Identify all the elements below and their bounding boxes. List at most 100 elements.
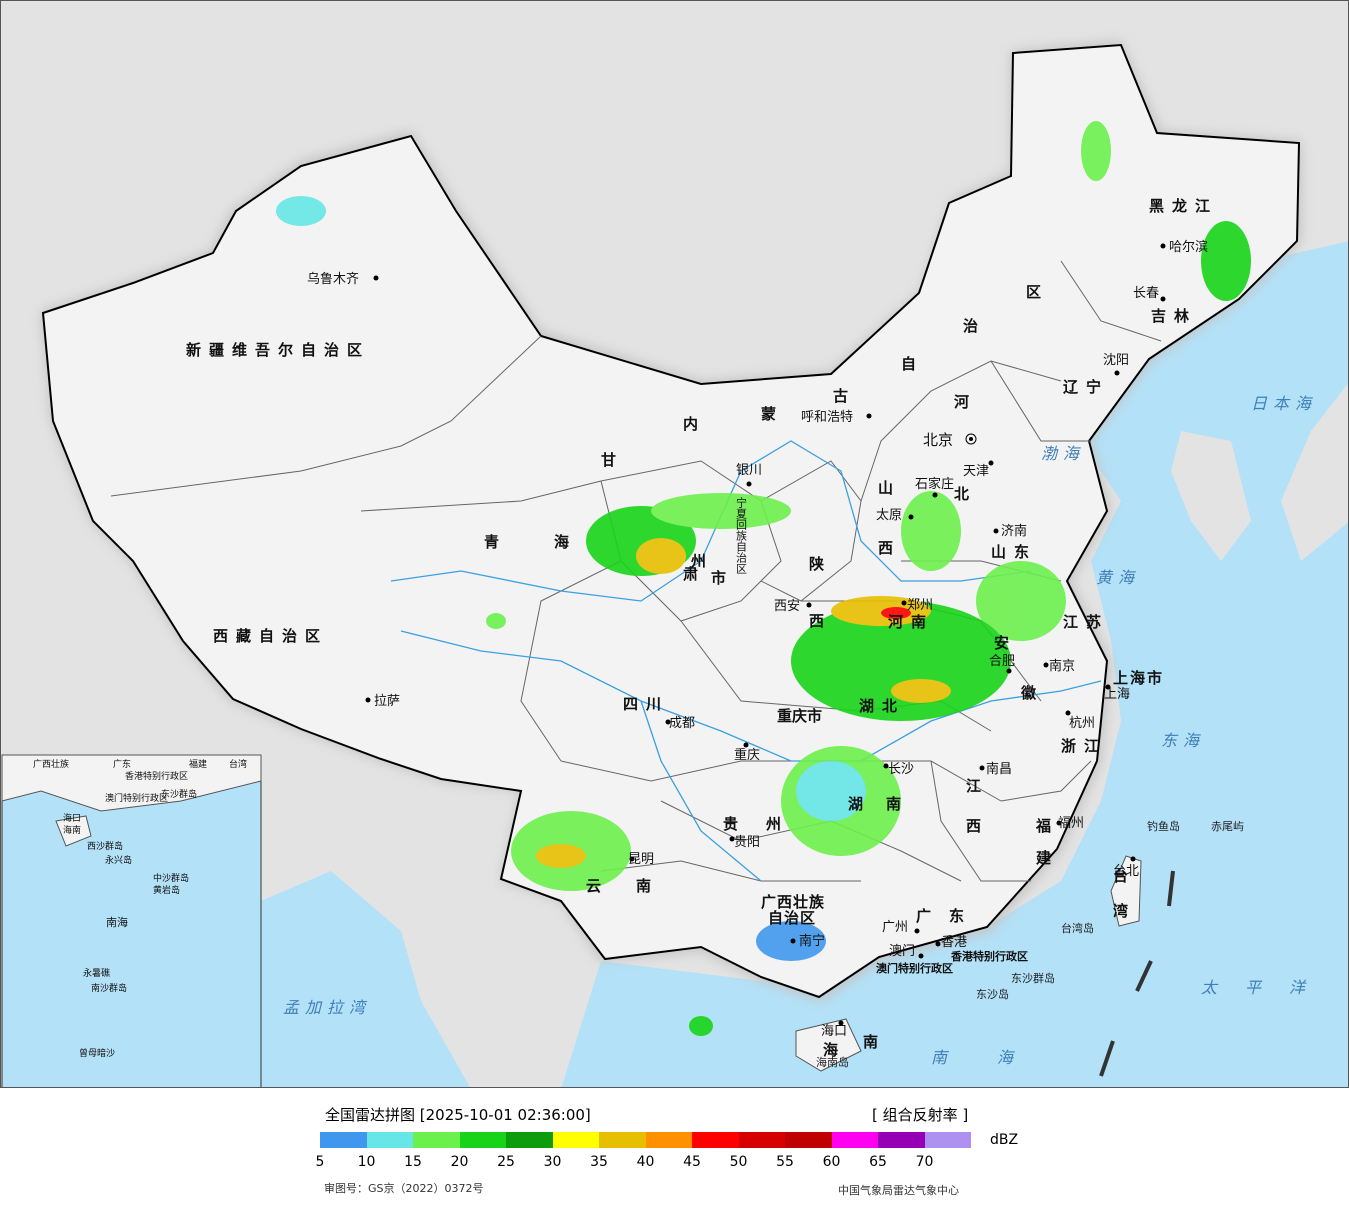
prov-label: 甘	[601, 451, 624, 469]
city-label: 拉萨	[374, 694, 400, 709]
prov-label: 宁夏回族自治区	[735, 496, 748, 574]
prov-label: 河	[954, 393, 977, 411]
sea-label: 南海	[931, 1048, 1063, 1067]
credit-text: 中国气象局雷达气象中心	[838, 1184, 959, 1197]
svg-text:福建: 福建	[189, 758, 207, 770]
prov-label: 澳门特别行政区	[876, 961, 953, 975]
color-swatch	[506, 1132, 553, 1148]
city-label: 贵阳	[734, 835, 760, 850]
city-label: 澳门	[889, 943, 915, 959]
prov-label: 黑龙江	[1149, 197, 1218, 215]
scale-tick-label: 5	[315, 1154, 325, 1170]
scale-tick-label: 30	[543, 1154, 562, 1170]
island-label: 海南岛	[816, 1055, 849, 1069]
color-swatch	[366, 1132, 413, 1148]
inset-labels: 广西壮族 广东 福建 台湾 香港特别行政区 澳门特别行政区 东沙群岛 海口 海南…	[33, 758, 247, 1059]
neighbor-land	[1171, 383, 1348, 561]
svg-text:黄岩岛: 黄岩岛	[153, 884, 180, 896]
scale-tick-label: 10	[357, 1154, 376, 1170]
svg-text:永兴岛: 永兴岛	[105, 854, 132, 866]
prov-label: 自治区	[768, 909, 816, 927]
province-labels: 新疆维吾尔自治区 西藏自治区 青 海 甘 肃 内 蒙 古 自 治 区 黑龙江 吉…	[186, 197, 1218, 1059]
prov-label: 香港特别行政区	[950, 949, 1028, 963]
prov-label: 西	[966, 817, 989, 835]
prov-label: 内	[683, 415, 706, 433]
prov-label: 山东	[991, 543, 1037, 561]
prov-label: 西	[878, 539, 901, 557]
prov-label: 上海市	[1113, 669, 1164, 687]
prov-label: 吉林	[1151, 307, 1197, 325]
prov-label: 湖	[848, 795, 871, 813]
scale-tick-label: 35	[590, 1154, 608, 1170]
prov-label: 陕	[809, 555, 832, 573]
svg-text:永暑礁: 永暑礁	[83, 967, 110, 979]
scale-tick-label: 45	[683, 1154, 701, 1170]
city-label: 重庆	[734, 747, 760, 763]
city-label: 杭州	[1069, 716, 1095, 731]
prov-label: 河南	[888, 613, 934, 631]
sea-area	[561, 241, 1348, 1087]
city-label: 福州	[1058, 816, 1084, 831]
color-swatch	[320, 1132, 367, 1148]
prov-label: 湾	[1113, 902, 1136, 920]
prov-label: 辽宁	[1063, 378, 1109, 396]
prov-label: 江	[966, 777, 989, 795]
hainan-island	[795, 1018, 862, 1072]
svg-text:台湾: 台湾	[229, 758, 247, 770]
city-label: 昆明	[628, 852, 654, 867]
prov-label: 海	[823, 1041, 846, 1059]
prov-label: 广西壮族	[761, 893, 825, 911]
product-type: [ 组合反射率 ]	[872, 1106, 969, 1124]
city-label: 南宁	[799, 933, 825, 949]
color-swatch	[692, 1132, 739, 1148]
svg-text:广东: 广东	[113, 758, 131, 770]
island-label: 钓鱼岛	[1147, 819, 1180, 833]
city-label: 长沙	[888, 762, 914, 777]
svg-text:香港特别行政区: 香港特别行政区	[125, 770, 188, 782]
island-label: 赤尾屿	[1211, 820, 1244, 833]
prov-label: 蒙	[761, 405, 784, 423]
city-label: 哈尔滨	[1169, 239, 1208, 255]
color-swatch	[599, 1132, 646, 1148]
prov-label: 自	[901, 355, 924, 373]
city-label: 郑州	[907, 598, 933, 613]
review-number: 审图号：GS京（2022）0372号	[324, 1182, 484, 1195]
sea-label: 太平洋	[1201, 978, 1333, 997]
svg-text:西沙群岛: 西沙群岛	[87, 840, 123, 852]
prov-label: 海	[554, 533, 577, 551]
svg-text:广西壮族: 广西壮族	[33, 758, 69, 770]
svg-text:海口: 海口	[63, 812, 81, 824]
prov-label: 州	[690, 552, 714, 570]
svg-text:东沙群岛: 东沙群岛	[161, 788, 197, 800]
legend-panel: 全国雷达拼图 [2025-10-01 02:36:00] [ 组合反射率 ] d…	[0, 1088, 1349, 1208]
color-swatch	[413, 1132, 460, 1148]
color-swatch	[785, 1132, 832, 1148]
sea-label: 日本海	[1251, 394, 1317, 413]
island-label: 东沙岛	[976, 987, 1009, 1001]
color-swatch	[924, 1132, 971, 1148]
color-swatch	[645, 1132, 692, 1148]
prov-label: 西藏自治区	[213, 627, 328, 645]
scale-tick-label: 70	[915, 1154, 934, 1170]
city-label: 台北	[1113, 864, 1139, 879]
color-swatch	[831, 1132, 878, 1148]
prov-label: 徽	[1020, 684, 1044, 702]
city-label: 沈阳	[1103, 353, 1129, 368]
city-label: 银川	[736, 463, 762, 478]
city-label: 合肥	[989, 654, 1015, 669]
color-swatch	[738, 1132, 785, 1148]
city-label: 香港	[941, 935, 967, 950]
svg-text:南海: 南海	[106, 915, 128, 929]
scale-ticks: 5 10 15 20 25 30 35 40 45 50 55 60 65 70	[0, 1154, 1349, 1174]
unit-label: dBZ	[990, 1132, 1019, 1148]
prov-label: 治	[963, 317, 986, 335]
color-swatch	[878, 1132, 925, 1148]
city-label: 乌鲁木齐	[307, 271, 359, 287]
prov-label: 南	[863, 1033, 886, 1051]
sea-area-west	[261, 871, 470, 1087]
city-labels: 乌鲁木齐 拉萨 呼和浩特 哈尔滨 长春 沈阳 北京 天津 石家庄 太原 济南 银…	[307, 239, 1208, 1039]
island-label: 东沙群岛	[1011, 971, 1055, 985]
prov-label: 青	[484, 533, 507, 551]
city-label: 广州	[882, 920, 908, 935]
prov-label: 山	[878, 479, 901, 497]
